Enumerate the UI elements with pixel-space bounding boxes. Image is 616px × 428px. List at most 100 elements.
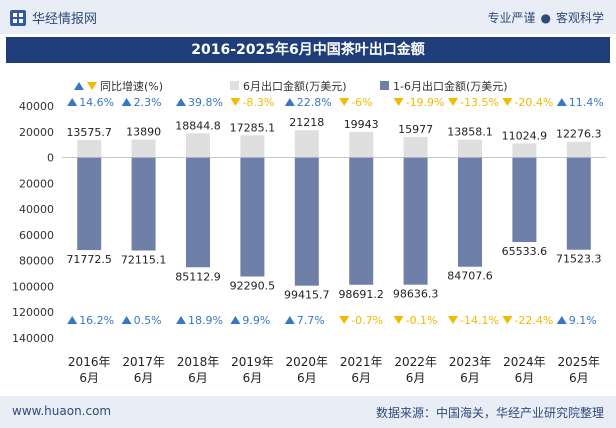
growth-down-triangle-icon bbox=[339, 316, 350, 324]
growth-up-triangle-icon bbox=[121, 98, 132, 106]
june-growth-label: -8.3% bbox=[242, 96, 274, 109]
ytd-value-label: 92290.5 bbox=[230, 280, 276, 293]
tagline-left: 专业严谨 bbox=[487, 11, 536, 25]
growth-down-triangle-icon bbox=[393, 98, 404, 106]
chart-svg: 同比增速(%) 6月出口金额(万美元) 1-6月出口金额(万美元) 40000 2000… bbox=[12, 79, 606, 385]
ytd-growth-label: -22.4% bbox=[514, 314, 553, 327]
y-tick-label: 40000 bbox=[19, 203, 54, 216]
june-bar bbox=[240, 135, 265, 158]
june-growth-label: 2.3% bbox=[134, 96, 162, 109]
y-tick-label: 80000 bbox=[19, 255, 54, 268]
ytd-bar bbox=[512, 157, 537, 243]
growth-up-triangle-icon bbox=[176, 98, 186, 106]
x-category-label: 2019年 bbox=[231, 355, 274, 369]
legend-down-triangle-icon bbox=[87, 82, 97, 90]
ytd-value-label: 71523.3 bbox=[556, 253, 602, 266]
x-category-label-month: 6月 bbox=[351, 371, 371, 385]
june-bar bbox=[186, 133, 210, 158]
ytd-growth-label: 18.9% bbox=[188, 314, 223, 327]
brand[interactable]: 华经情报网 bbox=[10, 8, 97, 27]
june-growth-label: 14.6% bbox=[79, 96, 114, 109]
y-tick-label: 20000 bbox=[19, 177, 54, 190]
growth-up-triangle-icon bbox=[67, 316, 78, 324]
growth-up-triangle-icon bbox=[556, 316, 567, 324]
ytd-bar bbox=[131, 157, 156, 251]
footer-url[interactable]: www.huaon.com bbox=[12, 404, 112, 418]
title-bar: 2016-2025年6月中国茶叶出口金额 bbox=[6, 37, 610, 63]
x-category-label: 2023年 bbox=[449, 355, 492, 369]
june-growth-label: -13.5% bbox=[460, 96, 499, 109]
ytd-bar bbox=[77, 157, 102, 251]
june-growth-label: -19.9% bbox=[406, 96, 445, 109]
chart-title: 2016-2025年6月中国茶叶出口金额 bbox=[191, 42, 425, 58]
growth-up-triangle-icon bbox=[176, 316, 186, 324]
june-bar bbox=[294, 130, 319, 158]
june-value-label: 11024.9 bbox=[502, 129, 548, 142]
x-category-label-month: 6月 bbox=[188, 371, 208, 385]
x-category-label: 2025年 bbox=[558, 355, 601, 369]
legend-label-june: 6月出口金额(万美元) bbox=[243, 79, 347, 93]
y-tick-label: 60000 bbox=[19, 229, 54, 242]
header-bar: 华经情报网 专业严谨 ● 客观科学 bbox=[0, 0, 616, 34]
growth-up-triangle-icon bbox=[230, 316, 241, 324]
ytd-value-label: 72115.1 bbox=[121, 254, 167, 267]
june-value-label: 17285.1 bbox=[230, 121, 276, 134]
june-bar bbox=[77, 140, 102, 158]
ytd-growth-label: 9.1% bbox=[569, 314, 597, 327]
ytd-value-label: 98636.3 bbox=[393, 288, 439, 301]
growth-down-triangle-icon bbox=[502, 98, 513, 106]
june-value-label: 19943 bbox=[344, 118, 379, 131]
ytd-value-label: 71772.5 bbox=[66, 253, 112, 266]
y-tick-label: 100000 bbox=[12, 280, 54, 293]
june-value-label: 15977 bbox=[398, 123, 433, 136]
x-category-label-month: 6月 bbox=[79, 371, 99, 385]
growth-up-triangle-icon bbox=[67, 98, 78, 106]
june-value-label: 13575.7 bbox=[66, 126, 112, 139]
june-value-label: 12276.3 bbox=[556, 128, 602, 141]
ytd-growth-label: -14.1% bbox=[460, 314, 499, 327]
ytd-bar bbox=[240, 157, 265, 277]
ytd-growth-label: -0.7% bbox=[351, 314, 383, 327]
legend-label-ytd: 1-6月出口金额(万美元) bbox=[393, 79, 508, 93]
ytd-bar bbox=[458, 157, 482, 267]
june-bar bbox=[403, 136, 428, 158]
june-bar bbox=[566, 141, 591, 158]
growth-up-triangle-icon bbox=[284, 316, 295, 324]
june-value-label: 18844.8 bbox=[175, 119, 221, 132]
ytd-bar bbox=[566, 157, 591, 250]
growth-down-triangle-icon bbox=[339, 98, 350, 106]
ytd-value-label: 65533.6 bbox=[502, 245, 548, 258]
ytd-bar bbox=[349, 157, 374, 285]
ytd-growth-label: 7.7% bbox=[297, 314, 325, 327]
june-growth-label: 11.4% bbox=[569, 96, 604, 109]
y-tick-label: 40000 bbox=[19, 100, 54, 113]
x-category-label: 2017年 bbox=[122, 355, 165, 369]
x-category-label-month: 6月 bbox=[134, 371, 154, 385]
y-tick-label: 0 bbox=[47, 152, 54, 165]
x-category-label: 2022年 bbox=[394, 355, 437, 369]
june-bar bbox=[349, 131, 374, 158]
growth-down-triangle-icon bbox=[230, 98, 241, 106]
june-bar bbox=[131, 139, 156, 158]
growth-up-triangle-icon bbox=[556, 98, 567, 106]
tagline-right: 客观科学 bbox=[555, 11, 604, 25]
june-value-label: 13858.1 bbox=[447, 126, 493, 139]
legend-up-triangle-icon bbox=[74, 82, 84, 90]
legend-swatch-ytd bbox=[380, 81, 389, 90]
june-growth-label: 39.8% bbox=[188, 96, 223, 109]
ytd-value-label: 98691.2 bbox=[338, 288, 384, 301]
growth-down-triangle-icon bbox=[393, 316, 404, 324]
june-value-label: 21218 bbox=[289, 116, 324, 129]
legend-label-growth: 同比增速(%) bbox=[100, 79, 163, 93]
x-category-label: 2016年 bbox=[68, 355, 111, 369]
y-tick-label: 140000 bbox=[12, 332, 54, 345]
y-tick-label: 20000 bbox=[19, 126, 54, 139]
ytd-value-label: 84707.6 bbox=[447, 270, 493, 283]
x-category-label: 2024年 bbox=[503, 355, 546, 369]
x-category-label-month: 6月 bbox=[515, 371, 535, 385]
growth-down-triangle-icon bbox=[448, 316, 458, 324]
y-tick-label: 120000 bbox=[12, 306, 54, 319]
x-category-label: 2018年 bbox=[177, 355, 220, 369]
x-category-label-month: 6月 bbox=[243, 371, 263, 385]
